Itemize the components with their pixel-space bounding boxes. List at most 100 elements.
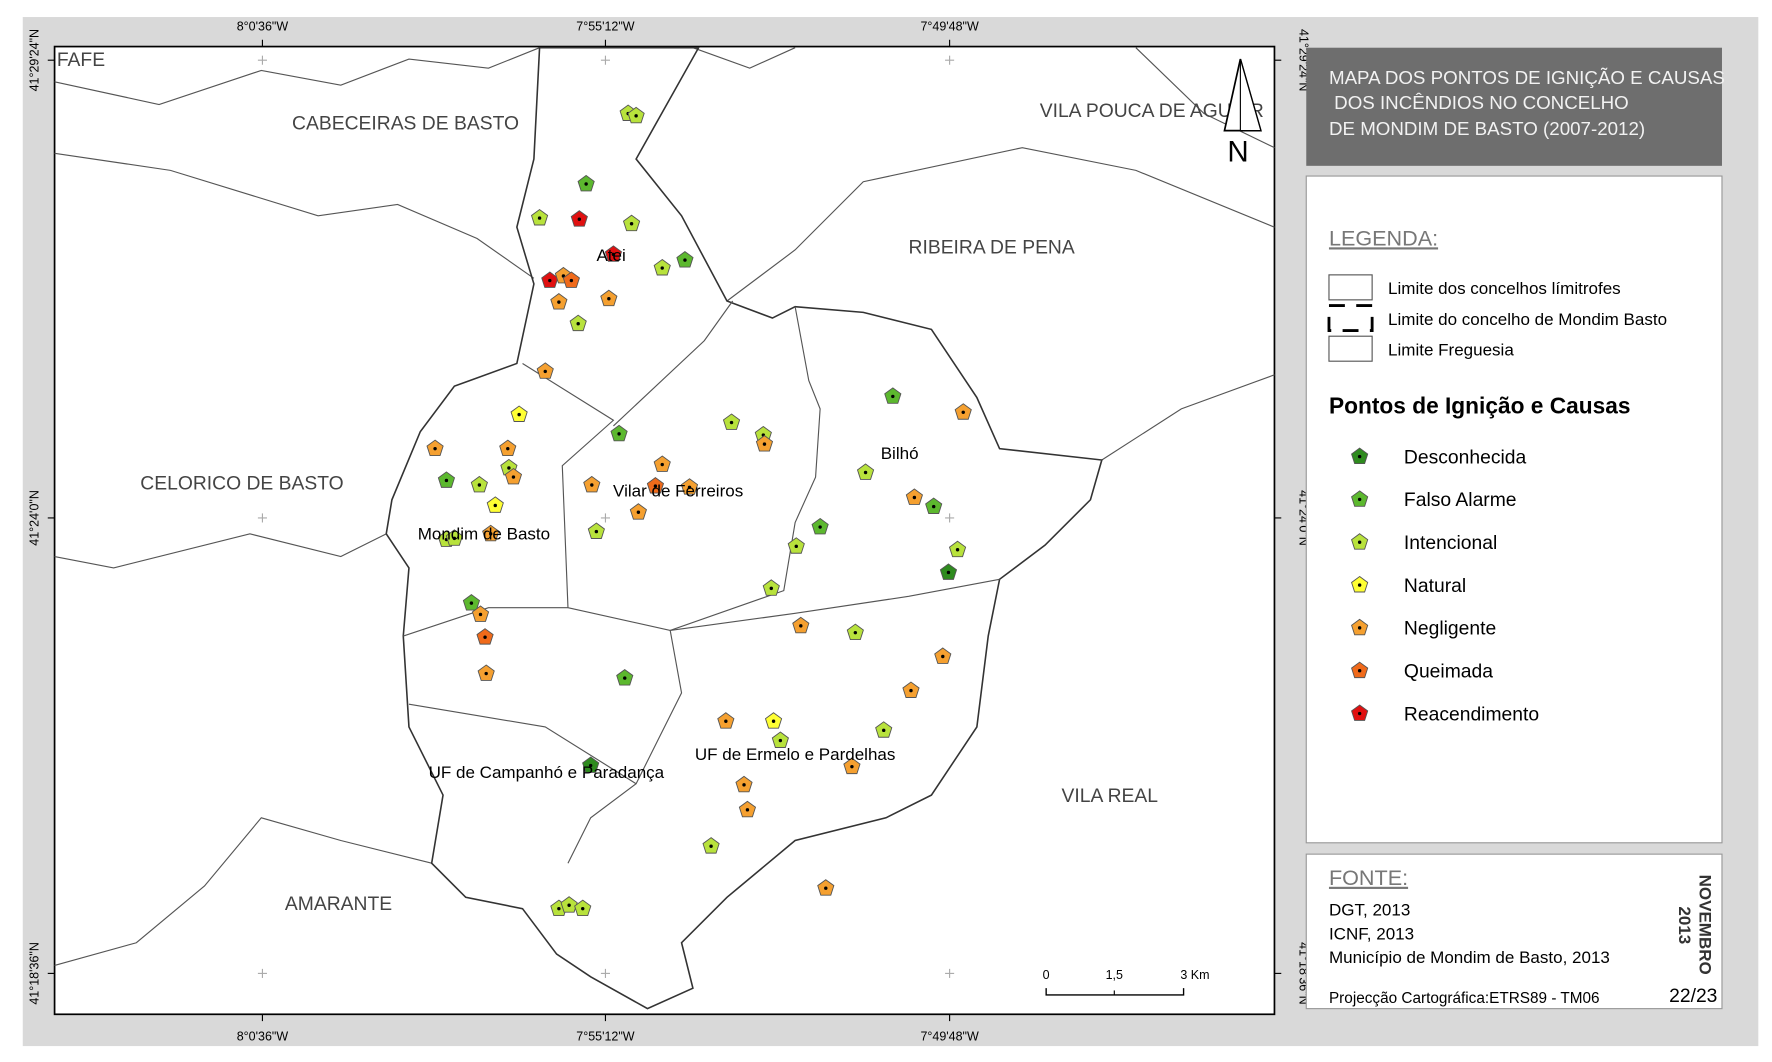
marker-dot <box>557 300 561 304</box>
place-labels: FAFE CABECEIRAS DE BASTO VILA POUCA DE AGU… <box>57 50 1264 915</box>
marker-dot <box>1357 583 1362 587</box>
marker-dot <box>543 369 547 374</box>
marker-dot <box>444 478 449 483</box>
ignition-points <box>426 104 972 917</box>
marker-dot <box>1357 669 1362 673</box>
marker-dot <box>653 484 658 488</box>
marker-dot <box>590 483 594 487</box>
north-arrow: N <box>1223 58 1262 168</box>
latitude-label: 41°29'24"N <box>28 29 42 91</box>
legend-cause: Intencional <box>1404 533 1497 554</box>
marker-dot <box>483 635 487 639</box>
north-arrow-half <box>1239 58 1262 132</box>
legend-causes: Desconhecida Falso Alarme Intencional Natur… <box>1351 447 1539 725</box>
municipal-boundary <box>692 47 796 69</box>
scale-label: 3 Km <box>1180 968 1209 982</box>
legend-item: Limite Freguesia <box>1388 341 1514 360</box>
scale-label: 1,5 <box>1106 968 1123 982</box>
municipal-boundary <box>1101 374 1275 461</box>
marker-dot <box>636 510 641 514</box>
marker-dot <box>742 783 746 787</box>
parish-label: UF de Ermelo e Pardelhas <box>695 745 896 764</box>
date-month: NOVEMBRO <box>1695 875 1714 975</box>
marker-dot <box>557 906 561 911</box>
marker-dot <box>1357 711 1362 716</box>
scale-label: 0 <box>1043 968 1050 982</box>
marker-dot <box>778 738 783 743</box>
marker-dot <box>853 630 858 635</box>
marker-dot <box>724 719 728 723</box>
municipality-label: VILA POUCA DE AGUIAR <box>1040 101 1264 122</box>
marker-dot <box>961 410 965 415</box>
municipal-boundary <box>54 817 432 967</box>
marker-dot <box>537 216 542 220</box>
marker-dot <box>955 548 960 552</box>
marker-dot <box>507 466 511 470</box>
marker-dot <box>517 412 521 417</box>
marker-dot <box>687 485 692 489</box>
date-year: 2013 <box>1675 906 1694 944</box>
parish-label: Vilar de Ferreiros <box>613 481 743 500</box>
parish-boundary <box>403 607 568 637</box>
marker-dot <box>850 764 854 769</box>
marker-dot <box>629 222 634 226</box>
north-label: N <box>1227 135 1248 168</box>
marker-dot <box>799 624 803 628</box>
title-box <box>1306 47 1722 166</box>
legend-swatch <box>1327 304 1374 332</box>
legend-box <box>1305 175 1723 844</box>
map-area <box>54 46 1275 1010</box>
longitude-label: 7°49'48"W <box>920 1029 979 1043</box>
mondim-boundary <box>385 46 1103 1010</box>
municipality-label: AMARANTE <box>285 894 392 915</box>
legend-subtitle: Pontos de Ignição e Causas <box>1329 392 1631 418</box>
longitude-label: 8°0'36"W <box>237 20 289 34</box>
parish-boundary <box>408 703 637 785</box>
marker-dot <box>863 470 868 475</box>
municipality-label: RIBEIRA DE PENA <box>909 237 1075 258</box>
map-frame <box>53 45 1276 1016</box>
legend-cause: Negligente <box>1404 619 1496 640</box>
marker-dot <box>762 442 767 446</box>
source-box <box>1305 853 1723 1010</box>
marker-dot <box>469 601 474 605</box>
legend-item: Limite dos concelhos límitrofes <box>1388 279 1621 298</box>
marker-dot <box>569 278 574 283</box>
longitude-label: 8°0'36"W <box>237 1029 289 1043</box>
marker-dot <box>576 322 580 326</box>
municipal-boundary <box>54 533 387 569</box>
marker-dot <box>581 906 585 911</box>
marker-dot <box>891 394 895 399</box>
page-number: 22/23 <box>1669 986 1717 1007</box>
legend-item: Limite do concelho de Mondim Basto <box>1388 310 1667 329</box>
legend-cause: Natural <box>1404 576 1466 597</box>
parish-label: Bilhó <box>881 444 919 463</box>
parish-boundary <box>567 630 683 864</box>
marker-dot <box>729 420 734 425</box>
legend-cause: Falso Alarme <box>1404 490 1517 511</box>
marker-dot <box>634 114 638 118</box>
marker-dot <box>577 217 582 221</box>
marker-dot <box>1357 454 1362 459</box>
municipality-label: CELORICO DE BASTO <box>140 474 343 495</box>
marker-dot <box>1357 626 1362 630</box>
legend-swatch <box>1328 274 1373 301</box>
marker-dot <box>506 446 510 451</box>
marker-dot <box>1357 540 1362 544</box>
legend-heading: LEGENDA: <box>1329 225 1438 250</box>
marker-dot <box>607 297 611 301</box>
legend-cause: Desconhecida <box>1404 447 1527 468</box>
marker-dot <box>683 258 687 262</box>
parish-boundary <box>522 362 615 608</box>
marker-dot <box>493 503 497 508</box>
marker-dot <box>818 525 822 529</box>
municipality-label: FAFE <box>57 50 105 71</box>
marker-dot <box>1357 497 1362 502</box>
projection: Projecção Cartográfica:ETRS89 - TM06 <box>1329 990 1600 1007</box>
marker-dot <box>489 532 493 536</box>
parish-label: Atei <box>596 246 625 265</box>
longitude-label: 7°55'12"W <box>576 20 635 34</box>
marker-dot <box>452 536 457 541</box>
marker-dot <box>769 586 773 591</box>
